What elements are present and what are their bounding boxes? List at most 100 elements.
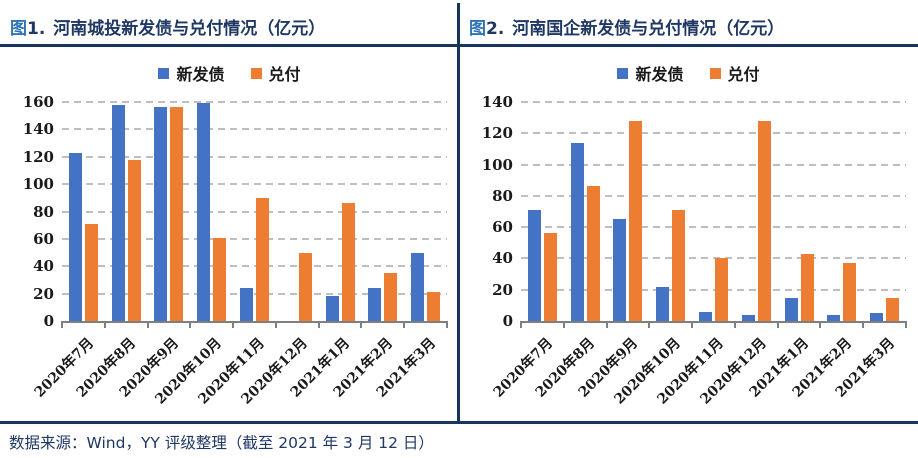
bar-group [564, 102, 607, 321]
gridline [62, 155, 447, 158]
gridline [62, 237, 447, 240]
x-axis-tick [189, 321, 192, 328]
gridline [62, 128, 447, 131]
x-axis-tick [691, 321, 694, 328]
legend-item-redemption: 兑付 [250, 61, 301, 85]
bar [256, 197, 270, 321]
bar-group [62, 102, 105, 321]
bar [368, 288, 382, 321]
gridline [521, 257, 906, 260]
legend-swatch-blue [158, 67, 170, 79]
legend-item-new-issuance: 新发债 [617, 61, 684, 85]
bar [741, 314, 755, 321]
legend-item-new-issuance: 新发债 [158, 61, 225, 85]
figure-1-title-text: 河南城投新发债与兑付情况（亿元） [53, 19, 326, 39]
gridline [62, 210, 447, 213]
bar [543, 233, 557, 321]
gridline [521, 132, 906, 135]
x-axis-tick [232, 321, 235, 328]
gridline [521, 163, 906, 166]
bar [870, 313, 884, 321]
bar [800, 253, 814, 321]
legend-swatch-orange [250, 67, 262, 79]
y-tick-label: 40 [33, 257, 54, 276]
bar [84, 223, 98, 321]
y-tick-label: 120 [22, 147, 54, 166]
bars [521, 102, 906, 321]
bar [784, 297, 798, 321]
legend-swatch-blue [617, 67, 629, 79]
bar [757, 120, 771, 321]
y-tick-label: 80 [33, 202, 54, 221]
chart-1-y-axis: 160 140 120 100 80 60 40 20 0 [0, 93, 54, 330]
bar [411, 252, 425, 321]
y-tick-label: 60 [33, 229, 54, 248]
x-axis-tick [562, 321, 565, 328]
y-tick-label: 140 [481, 93, 513, 111]
legend-label: 兑付 [727, 65, 760, 84]
bar-group [863, 102, 906, 321]
gridline [62, 183, 447, 186]
legend-label: 新发债 [176, 65, 225, 84]
x-axis-tick [605, 321, 608, 328]
bar-group [319, 102, 362, 321]
x-axis-tick [733, 321, 736, 328]
x-axis-tick [317, 321, 320, 328]
bar-group [778, 102, 821, 321]
chart-1-plot-area [61, 101, 448, 328]
gridline [62, 265, 447, 268]
bars [62, 102, 447, 321]
bar [427, 292, 441, 321]
gridline [62, 101, 447, 103]
x-axis-tick [103, 321, 106, 328]
chart-1-x-axis: 2020年7月 2020年8月 2020年9月 2020年10月 2020年11月 202… [31, 323, 447, 419]
bar-group [521, 102, 564, 321]
x-axis-tick [61, 321, 63, 328]
charts-row: 新发债 兑付 160 140 120 100 80 60 40 20 0 2020年7月 2020… [0, 47, 918, 421]
bar [384, 273, 398, 321]
x-axis-tick [905, 321, 907, 328]
y-tick-label: 40 [492, 249, 513, 268]
chart-2-plot-area [520, 101, 907, 328]
source-footer: 数据来源：Wind，YY 评级整理（截至 2021 年 3 月 12 日） [0, 421, 918, 458]
bar [527, 209, 541, 321]
gridline [521, 288, 906, 291]
figure-2-title-text: 河南国企新发债与兑付情况（亿元） [512, 19, 785, 39]
gridline [521, 101, 906, 103]
x-axis-tick [648, 321, 651, 328]
bar [197, 103, 211, 321]
chart-1-henan-chengtou: 新发债 兑付 160 140 120 100 80 60 40 20 0 2020年7月 2020… [0, 47, 459, 421]
bar-group [105, 102, 148, 321]
bar-group [404, 102, 447, 321]
legend-label: 兑付 [268, 65, 301, 84]
y-tick-label: 100 [481, 155, 513, 174]
x-axis-tick [446, 321, 448, 328]
data-source-text: 数据来源：Wind，YY 评级整理（截至 2021 年 3 月 12 日） [9, 434, 434, 452]
x-axis-tick [146, 321, 149, 328]
bar [715, 258, 729, 321]
chart-2-y-axis: 140 120 100 80 60 40 20 0 [459, 93, 513, 330]
chart-2-henan-soe: 新发债 兑付 140 120 100 80 60 40 20 0 2020年7月 2020年8月… [459, 47, 918, 421]
bar [843, 263, 857, 321]
y-tick-label: 160 [22, 93, 54, 111]
y-tick-label: 20 [33, 284, 54, 303]
bar-group [649, 102, 692, 321]
x-axis-tick [403, 321, 406, 328]
bar [127, 159, 141, 321]
x-axis-tick [274, 321, 277, 328]
bar [111, 104, 125, 321]
vertical-divider [457, 3, 460, 421]
y-tick-label: 80 [492, 186, 513, 205]
bar [656, 286, 670, 321]
y-tick-label: 120 [481, 124, 513, 143]
bar-group [820, 102, 863, 321]
bar [68, 152, 82, 321]
y-tick-label: 20 [492, 280, 513, 299]
bar [613, 219, 627, 321]
chart-1-legend: 新发债 兑付 [0, 61, 459, 85]
chart-2-x-axis: 2020年7月 2020年8月 2020年9月 2020年10月 2020年11月 202… [490, 323, 906, 419]
bar [629, 120, 643, 321]
chart-2-legend: 新发债 兑付 [459, 61, 918, 85]
x-axis-tick [776, 321, 779, 328]
